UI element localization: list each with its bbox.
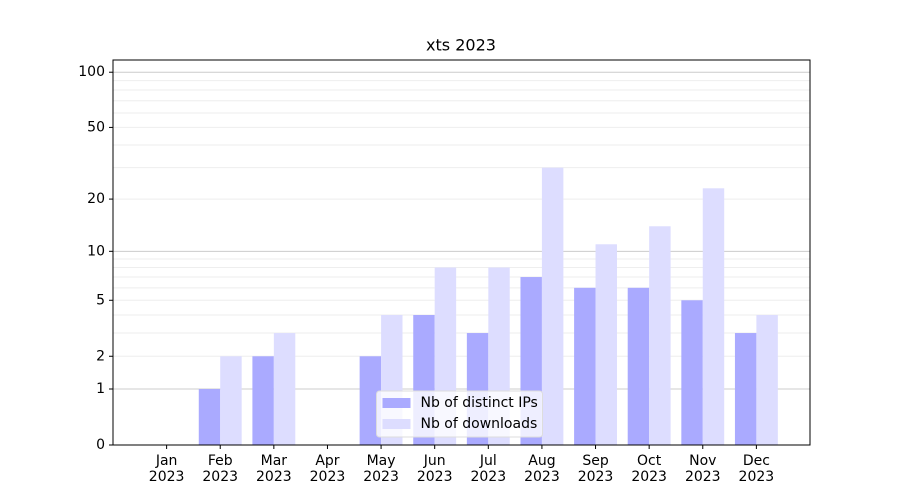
- legend: Nb of distinct IPs Nb of downloads: [376, 390, 543, 438]
- y-tick-label: 1: [96, 381, 105, 397]
- x-tick-label: Mar 2023: [256, 453, 292, 485]
- bar: [681, 300, 703, 445]
- plot-frame: [112, 59, 811, 446]
- bar: [198, 389, 221, 445]
- y-tick-label: 5: [96, 292, 105, 308]
- x-tick-label: Jun 2023: [416, 453, 453, 485]
- bar: [649, 226, 671, 445]
- y-tick-label: 100: [78, 64, 105, 80]
- legend-label: Nb of distinct IPs: [421, 395, 538, 411]
- bar: [627, 287, 650, 445]
- legend-swatch: [382, 398, 411, 408]
- legend-frame: [376, 390, 543, 438]
- x-tick-label: Jan 2023: [148, 453, 185, 485]
- bar: [359, 356, 382, 445]
- bar: [273, 333, 296, 445]
- x-tick-label: May 2023: [363, 453, 399, 485]
- bar: [756, 315, 778, 445]
- x-tick-label: Oct 2023: [631, 453, 667, 485]
- x-tick-label: Sep 2023: [577, 453, 614, 485]
- y-tick-label: 2: [96, 348, 105, 364]
- x-tick-label: Jul 2023: [470, 453, 507, 485]
- bar: [702, 188, 725, 445]
- bar: [734, 333, 757, 445]
- bar: [595, 244, 617, 445]
- bar: [541, 167, 564, 445]
- x-tick-label: Dec 2023: [738, 453, 775, 485]
- bar: [574, 287, 596, 445]
- legend-label: Nb of downloads: [421, 416, 538, 432]
- bar: [252, 356, 274, 445]
- x-tick-label: Feb 2023: [202, 453, 239, 485]
- x-tick-label: Nov 2023: [684, 453, 721, 485]
- y-tick-label: 10: [87, 243, 105, 259]
- chart-title: xts 2023: [426, 36, 496, 55]
- y-tick-label: 50: [87, 119, 105, 135]
- x-tick-label: Apr 2023: [309, 453, 346, 485]
- x-tick-label: Aug 2023: [524, 453, 560, 485]
- legend-swatch: [382, 419, 411, 429]
- y-tick-label: 0: [96, 437, 105, 453]
- y-tick-label: 20: [87, 191, 105, 207]
- bar: [220, 356, 242, 445]
